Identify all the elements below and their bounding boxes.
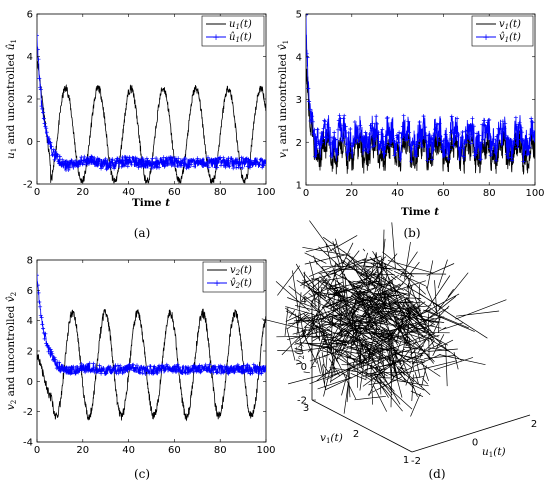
y-axis-label-a: u1 and uncontrolled û1 bbox=[5, 39, 18, 159]
ticks-c: 0 20 40 60 80 100 -4 -2 0 2 4 6 8 bbox=[23, 256, 276, 457]
caption-d: (d) bbox=[428, 467, 445, 481]
x-tick-label: 100 bbox=[525, 188, 544, 199]
u1-tick-label: 0 bbox=[472, 438, 478, 449]
series-group-b bbox=[306, 14, 535, 175]
v1-tick-label: 1 bbox=[403, 455, 409, 466]
y-axis-line bbox=[311, 399, 413, 453]
x-tick-label: 40 bbox=[122, 445, 135, 456]
x-axis-line bbox=[411, 414, 531, 453]
legend-a: u1(t) + û1(t) bbox=[201, 15, 265, 47]
legend-marker-uhat1: + bbox=[212, 33, 220, 43]
y-tick-label: 8 bbox=[27, 256, 33, 267]
legend-marker-vhat1: + bbox=[482, 33, 490, 43]
y-tick-label: 2 bbox=[27, 347, 33, 358]
legend-b: v1(t) + v̂1(t) bbox=[471, 15, 534, 47]
legend-label-vhat2: v̂2(t) bbox=[230, 278, 252, 290]
x-tick-label: 40 bbox=[391, 188, 404, 199]
legend-label-u1: u1(t) bbox=[229, 19, 252, 31]
legend-label-v2: v2(t) bbox=[230, 265, 252, 277]
trajectory-path bbox=[261, 220, 507, 417]
y-tick-label: 2 bbox=[296, 138, 302, 149]
x-tick-label: 100 bbox=[256, 187, 275, 198]
ticks-b: 0 20 40 60 80 100 1 2 3 4 5 bbox=[296, 10, 545, 200]
y-axis-label-c: v2 and uncontrolled v̂2 bbox=[5, 292, 18, 410]
legend-label-vhat1: v̂1(t) bbox=[499, 32, 521, 44]
x-tick-label: 20 bbox=[76, 187, 89, 198]
z-tick-label: 4 bbox=[301, 296, 307, 307]
y-tick-label: 2 bbox=[27, 95, 33, 106]
z-axis-label-d: v2(t) bbox=[293, 343, 306, 366]
x-tick-label: 40 bbox=[122, 187, 135, 198]
panel-c: 0 20 40 60 80 100 -4 -2 0 2 4 6 8 v2 and uncontrolle… bbox=[5, 256, 276, 482]
x-tick-label: 0 bbox=[34, 187, 40, 198]
caption-c: (c) bbox=[134, 467, 150, 481]
x-tick-label: 0 bbox=[303, 188, 309, 199]
series-group-a bbox=[37, 33, 266, 184]
series-markers-v̂2(t) bbox=[37, 273, 266, 376]
panel-b: 0 20 40 60 80 100 1 2 3 4 5 Time t v1 and uncontro… bbox=[277, 10, 545, 241]
legend-label-v1: v1(t) bbox=[499, 19, 521, 31]
legend-marker-vhat2: + bbox=[213, 279, 221, 289]
y-axis-label-b: v1 and uncontrolled v̂1 bbox=[277, 40, 290, 158]
y-tick-label: 4 bbox=[27, 52, 33, 63]
trajectory-3d bbox=[261, 220, 507, 417]
series-markers-û1(t) bbox=[37, 33, 266, 172]
y-tick-label: -2 bbox=[23, 407, 33, 418]
series-markers-v̂1(t) bbox=[306, 14, 535, 164]
y-tick-label: -4 bbox=[23, 438, 33, 449]
x-tick-label: 100 bbox=[256, 445, 275, 456]
x-tick-label: 20 bbox=[345, 188, 358, 199]
caption-b: (b) bbox=[403, 226, 420, 240]
x-tick-label: 0 bbox=[34, 445, 40, 456]
u1-tick-label: 2 bbox=[531, 419, 537, 430]
x-tick-label: 60 bbox=[168, 187, 181, 198]
y-tick-label: 4 bbox=[27, 316, 33, 327]
x-tick-label: 60 bbox=[437, 188, 450, 199]
y-tick-label: 1 bbox=[296, 181, 302, 192]
y-tick-label: 3 bbox=[296, 95, 302, 106]
y-tick-label: -2 bbox=[23, 180, 33, 191]
u1-tick-label: -2 bbox=[411, 456, 421, 467]
series-group-c bbox=[37, 273, 266, 422]
v1-tick-label: 3 bbox=[303, 403, 309, 414]
v1-tick-label: 2 bbox=[353, 429, 359, 440]
y-tick-label: 6 bbox=[27, 286, 33, 297]
y-tick-label: 4 bbox=[296, 52, 302, 63]
x-tick-label: 20 bbox=[76, 445, 89, 456]
z-tick-label: -2 bbox=[297, 396, 307, 407]
x-axis-label-d: u1(t) bbox=[482, 446, 506, 459]
y-tick-label: 0 bbox=[27, 377, 33, 388]
y-tick-label: 5 bbox=[296, 10, 302, 21]
caption-a: (a) bbox=[134, 226, 151, 240]
z-tick-label: 0 bbox=[301, 362, 307, 373]
y-axis-label-d: v1(t) bbox=[320, 432, 343, 445]
x-axis-label-a: Time t bbox=[132, 197, 170, 209]
x-tick-label: 60 bbox=[168, 445, 181, 456]
z-tick-label: 2 bbox=[301, 329, 307, 340]
y-tick-label: 6 bbox=[27, 10, 33, 21]
x-tick-label: 80 bbox=[214, 187, 227, 198]
x-tick-label: 80 bbox=[214, 445, 227, 456]
legend-label-uhat1: û1(t) bbox=[229, 32, 252, 44]
y-tick-label: 0 bbox=[27, 137, 33, 148]
x-axis-label-b: Time t bbox=[401, 206, 439, 218]
legend-c: v2(t) + v̂2(t) bbox=[202, 261, 265, 293]
series-line-v2(t) bbox=[37, 308, 266, 422]
x-tick-label: 80 bbox=[483, 188, 496, 199]
